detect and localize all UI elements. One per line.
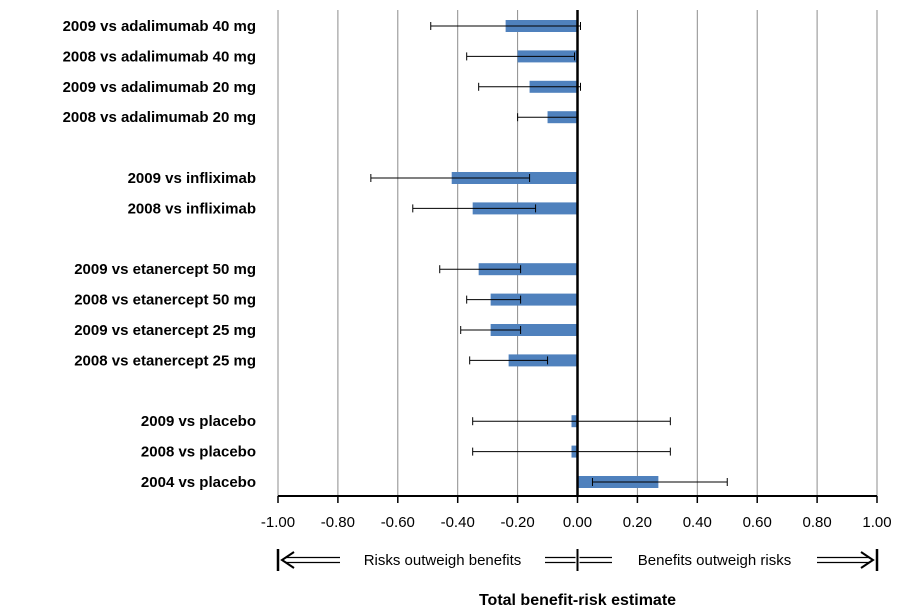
x-tick-label: 0.20 bbox=[623, 514, 652, 531]
category-label: 2009 vs adalimumab 40 mg bbox=[63, 18, 256, 35]
category-label: 2009 vs infliximab bbox=[128, 170, 256, 187]
category-label: 2008 vs infliximab bbox=[128, 200, 256, 217]
x-tick-label: 0.00 bbox=[563, 514, 592, 531]
x-axis-title: Total benefit-risk estimate bbox=[479, 592, 676, 609]
x-tick-label: 0.60 bbox=[743, 514, 772, 531]
x-tick-label: 1.00 bbox=[862, 514, 891, 531]
x-tick-label: -0.60 bbox=[381, 514, 415, 531]
x-tick-label: 0.40 bbox=[683, 514, 712, 531]
bars bbox=[451, 20, 659, 488]
category-label: 2009 vs etanercept 50 mg bbox=[74, 261, 256, 278]
x-axis: -1.00 -0.80 -0.60 -0.40 -0.20 0.00 0.20 0.40 0.6… bbox=[261, 10, 892, 531]
category-label: 2004 vs placebo bbox=[141, 474, 256, 491]
bar bbox=[490, 293, 578, 306]
annotation-left-label: Risks outweigh benefits bbox=[364, 552, 522, 569]
bar bbox=[490, 324, 578, 336]
category-label: 2008 vs etanercept 50 mg bbox=[74, 292, 256, 309]
category-label: 2008 vs etanercept 25 mg bbox=[74, 352, 256, 369]
category-label: 2009 vs placebo bbox=[141, 413, 256, 430]
annotation-right-label: Benefits outweigh risks bbox=[638, 552, 791, 569]
error-bars bbox=[370, 22, 728, 486]
category-labels: 2009 vs adalimumab 40 mg 2008 vs adalimum… bbox=[63, 18, 256, 491]
x-tick-label: -1.00 bbox=[261, 514, 295, 531]
x-tick-label: -0.40 bbox=[441, 514, 475, 531]
x-tick-label: -0.20 bbox=[500, 514, 534, 531]
category-label: 2008 vs placebo bbox=[141, 444, 256, 461]
category-label: 2008 vs adalimumab 40 mg bbox=[63, 48, 256, 65]
bar bbox=[478, 263, 578, 276]
gridlines bbox=[277, 10, 878, 496]
x-tick-label: -0.80 bbox=[321, 514, 355, 531]
category-label: 2009 vs etanercept 25 mg bbox=[74, 322, 256, 339]
left-arrow-icon bbox=[280, 551, 295, 569]
category-label: 2008 vs adalimumab 20 mg bbox=[63, 109, 256, 126]
right-arrow-icon bbox=[860, 551, 875, 569]
annotation-row: Risks outweigh benefits Benefits outweig… bbox=[276, 549, 879, 571]
category-label: 2009 vs adalimumab 20 mg bbox=[63, 79, 256, 96]
x-tick-label: 0.80 bbox=[802, 514, 831, 531]
